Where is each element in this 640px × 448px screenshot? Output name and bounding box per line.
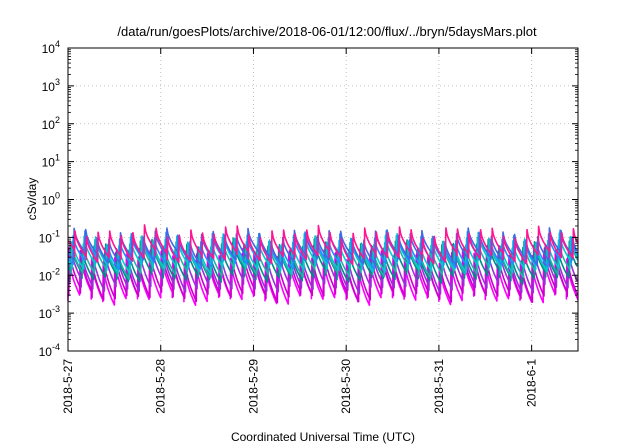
y-tick-label: 10-3 [39,304,60,321]
chart-title: /data/run/goesPlots/archive/2018-06-01/1… [117,24,537,39]
x-tick-label: 2018-5-27 [61,359,75,414]
x-axis: 2018-5-27 2018-5-28 2018-5-29 2018-5-30 2018… [61,48,539,414]
y-tick-label: 104 [42,39,60,56]
series-layer [67,224,579,306]
grid [68,48,578,351]
x-tick-label: 2018-6-1 [525,359,539,407]
y-tick-label: 10-2 [39,266,60,283]
y-axis: 10-4 10-3 10-2 10-1 100 101 102 103 104 [39,39,578,359]
y-axis-label: cSv/day [25,178,39,221]
series-line [68,224,579,266]
x-tick-label: 2018-5-28 [154,359,168,414]
y-tick-label: 103 [42,77,60,94]
y-tick-label: 101 [42,153,60,170]
x-tick-label: 2018-5-29 [246,359,260,414]
x-tick-label: 2018-5-31 [432,359,446,414]
y-tick-label: 10-1 [39,228,60,245]
x-axis-label: Coordinated Universal Time (UTC) [231,430,415,444]
y-tick-label: 10-4 [39,342,60,359]
y-tick-label: 100 [42,191,60,208]
x-tick-label: 2018-5-30 [339,359,353,414]
y-tick-label: 102 [42,115,60,132]
